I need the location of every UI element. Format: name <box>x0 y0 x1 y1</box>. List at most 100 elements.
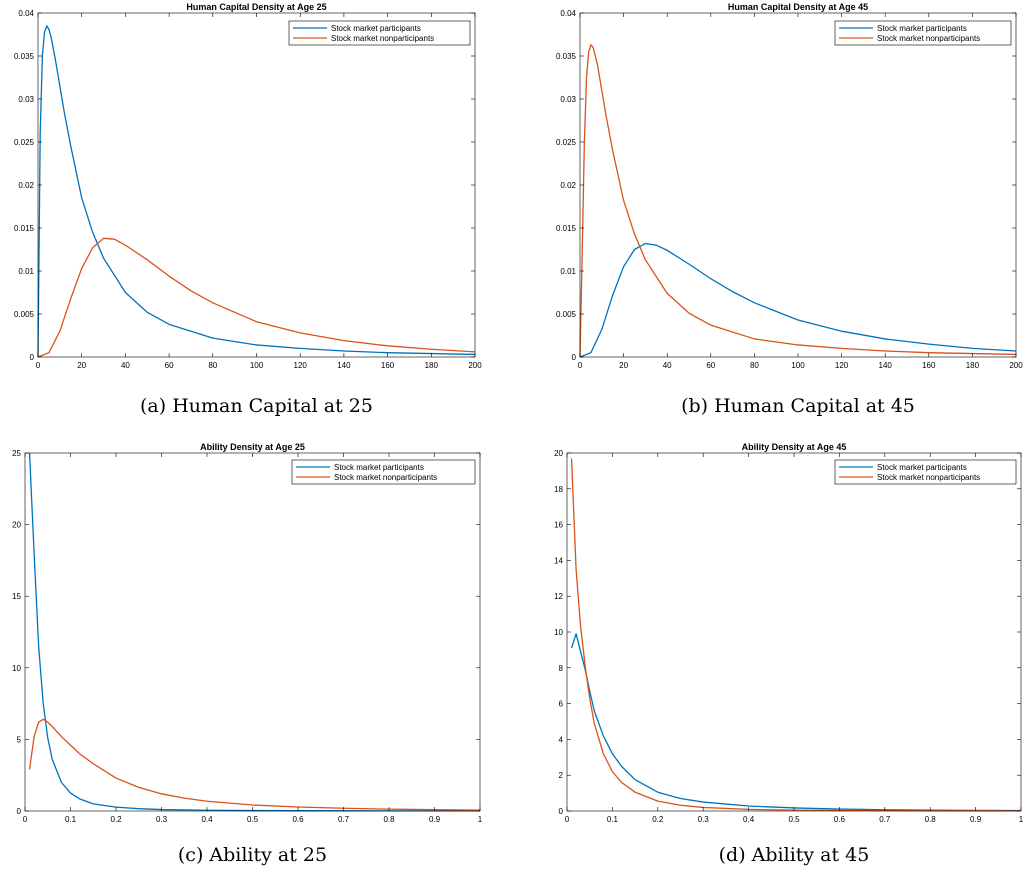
chart-title: Ability Density at Age 25 <box>200 442 305 452</box>
plot-area <box>38 13 475 357</box>
y-tick-label: 0.01 <box>18 267 34 276</box>
plot-area <box>580 13 1016 357</box>
x-tick-label: 0.3 <box>698 815 710 824</box>
x-tick-label: 140 <box>337 361 351 370</box>
x-tick-label: 0.9 <box>970 815 982 824</box>
x-tick-label: 0.9 <box>429 815 441 824</box>
chart-panel: 0 20 40 60 80 100 120 140 160 180 200 0 0.005 0.01 0.0… <box>14 2 482 417</box>
y-tick-label: 0.04 <box>18 9 34 18</box>
x-tick-label: 1 <box>478 815 483 824</box>
y-tick-label: 0.025 <box>556 138 577 147</box>
y-tick-label: 18 <box>554 485 563 494</box>
y-tick-label: 0.02 <box>18 181 34 190</box>
y-tick-label: 0 <box>30 353 35 362</box>
x-tick-label: 0.6 <box>834 815 846 824</box>
series-line-nonparticipants <box>28 718 481 811</box>
legend-label: Stock market participants <box>334 463 424 472</box>
x-tick-label: 160 <box>922 361 936 370</box>
x-tick-label: 200 <box>1009 361 1023 370</box>
subfigure-caption: (c) Ability at 25 <box>178 844 327 866</box>
legend-label: Stock market participants <box>877 24 967 33</box>
y-tick-label: 0.025 <box>14 138 35 147</box>
y-tick-label: 0.03 <box>18 95 34 104</box>
x-tick-label: 0.3 <box>156 815 168 824</box>
y-tick-label: 2 <box>559 771 564 780</box>
y-tick-label: 0.005 <box>556 310 577 319</box>
series-line-nonparticipants <box>579 44 1017 358</box>
legend-box <box>291 459 476 485</box>
y-tick-label: 0.04 <box>560 9 576 18</box>
x-tick-label: 0 <box>578 361 583 370</box>
x-tick-label: 0.2 <box>652 815 664 824</box>
x-tick-label: 0.1 <box>65 815 77 824</box>
y-tick-label: 0.015 <box>556 224 577 233</box>
x-tick-label: 0.5 <box>247 815 259 824</box>
x-tick-label: 180 <box>966 361 980 370</box>
subfigure-caption: (b) Human Capital at 45 <box>681 395 915 417</box>
legend-box <box>288 20 471 46</box>
y-tick-label: 0.035 <box>556 52 577 61</box>
y-tick-label: 14 <box>554 556 563 565</box>
chart-title: Human Capital Density at Age 25 <box>186 2 326 12</box>
y-tick-label: 5 <box>17 735 22 744</box>
series-line-nonparticipants <box>37 237 476 358</box>
y-tick-label: 0.01 <box>560 267 576 276</box>
x-tick-label: 20 <box>619 361 628 370</box>
x-tick-label: 0.2 <box>110 815 122 824</box>
x-tick-label: 40 <box>663 361 672 370</box>
legend-label: Stock market participants <box>331 24 421 33</box>
y-tick-label: 6 <box>559 700 564 709</box>
y-tick-label: 10 <box>554 628 563 637</box>
x-tick-label: 0.6 <box>292 815 304 824</box>
y-tick-label: 0 <box>559 807 564 816</box>
y-tick-label: 0.02 <box>560 181 576 190</box>
x-tick-label: 0 <box>565 815 570 824</box>
legend-label: Stock market nonparticipants <box>334 473 437 482</box>
legend-label: Stock market nonparticipants <box>877 473 980 482</box>
legend-box <box>834 459 1017 485</box>
x-tick-label: 160 <box>381 361 395 370</box>
legend-box <box>834 20 1012 46</box>
y-tick-label: 15 <box>12 592 21 601</box>
x-tick-label: 180 <box>425 361 439 370</box>
y-tick-label: 10 <box>12 664 21 673</box>
x-tick-label: 20 <box>77 361 86 370</box>
x-tick-label: 0.4 <box>743 815 755 824</box>
legend-label: Stock market participants <box>877 463 967 472</box>
plot-area <box>567 453 1021 811</box>
x-tick-label: 0 <box>36 361 41 370</box>
chart-panel: 0 0.1 0.2 0.3 0.4 0.5 0.6 0.7 0.8 0.9 10510152025A… <box>12 442 483 866</box>
y-tick-label: 8 <box>559 664 564 673</box>
chart-panel: 0 20 40 60 80 100 120 140 160 180 200 0 0.005 0.01 0.0… <box>556 2 1023 417</box>
x-tick-label: 60 <box>165 361 174 370</box>
x-tick-label: 60 <box>706 361 715 370</box>
y-tick-label: 0.035 <box>14 52 35 61</box>
x-tick-label: 0 <box>23 815 28 824</box>
series-line-participants <box>37 25 476 358</box>
chart-panel: 0 0.1 0.2 0.3 0.4 0.5 0.6 0.7 0.8 0.9 102468101214… <box>554 442 1024 866</box>
y-tick-label: 4 <box>559 735 564 744</box>
y-tick-label: 20 <box>554 449 563 458</box>
y-tick-label: 0.015 <box>14 224 35 233</box>
x-tick-label: 100 <box>250 361 264 370</box>
subfigure-caption: (a) Human Capital at 25 <box>140 395 373 417</box>
y-tick-label: 0.005 <box>14 310 35 319</box>
chart-title: Human Capital Density at Age 45 <box>728 2 868 12</box>
x-tick-label: 0.1 <box>607 815 619 824</box>
plot-area <box>25 453 480 811</box>
x-tick-label: 100 <box>791 361 805 370</box>
x-tick-label: 0.5 <box>788 815 800 824</box>
x-tick-label: 80 <box>750 361 759 370</box>
y-tick-label: 0 <box>572 353 577 362</box>
x-tick-label: 0.7 <box>879 815 891 824</box>
x-tick-label: 0.4 <box>201 815 213 824</box>
subfigure-caption: (d) Ability at 45 <box>719 844 870 866</box>
y-tick-label: 12 <box>554 592 563 601</box>
x-tick-label: 40 <box>121 361 130 370</box>
x-tick-label: 0.8 <box>925 815 937 824</box>
